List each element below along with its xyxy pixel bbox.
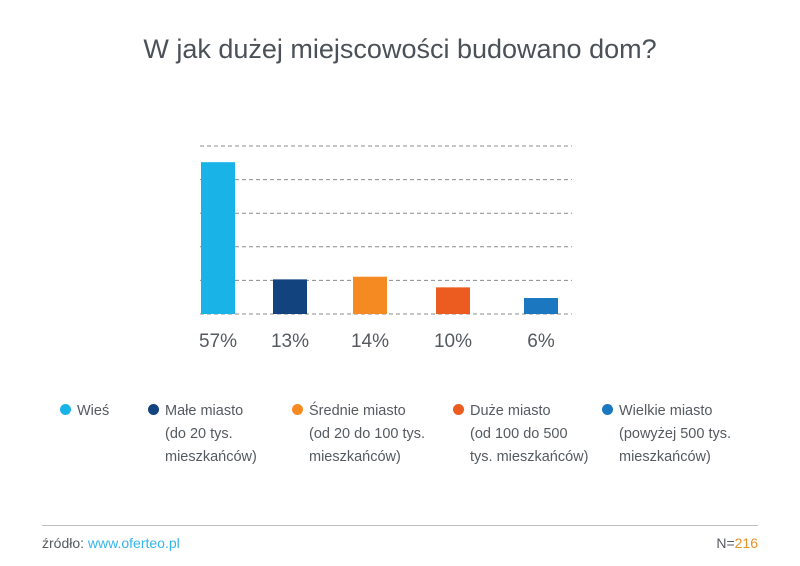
legend-label-line: (powyżej 500 tys. xyxy=(619,426,732,442)
legend-label: Wielkie miasto (powyżej 500 tys. mieszkańc… xyxy=(619,400,731,469)
legend-label-line: Małe miasto xyxy=(165,403,244,419)
bar xyxy=(201,162,235,314)
bar xyxy=(436,287,470,314)
sample-size: N=216 xyxy=(716,535,758,551)
legend-label-line: tys. mieszkańców) xyxy=(470,449,589,465)
data-label: 10% xyxy=(434,331,472,352)
legend-label-line: Wielkie miasto xyxy=(619,403,713,419)
legend-label-line: (od 100 do 500 xyxy=(470,426,568,442)
data-label: 14% xyxy=(351,331,389,352)
legend-label: Średnie miasto (od 20 do 100 tys. mieszkań… xyxy=(309,400,425,469)
data-label: 6% xyxy=(527,331,555,352)
source-note: źródło: www.oferteo.pl xyxy=(42,535,180,551)
footer-divider xyxy=(42,525,758,526)
legend-label: Duże miasto (od 100 do 500 tys. mieszkańcó… xyxy=(470,400,588,469)
legend-label-line: Średnie miasto xyxy=(309,403,406,419)
source-label: źródło: xyxy=(42,535,88,551)
legend-label: Wieś xyxy=(77,400,109,423)
legend-swatch xyxy=(602,404,613,415)
legend-label-line: Duże miasto xyxy=(470,403,551,419)
legend-swatch xyxy=(453,404,464,415)
legend-label-line: mieszkańców) xyxy=(619,449,711,465)
legend-label: Małe miasto (do 20 tys. mieszkańców) xyxy=(165,400,257,469)
data-label: 57% xyxy=(199,331,237,352)
sample-size-label: N= xyxy=(716,535,735,551)
legend-swatch xyxy=(60,404,71,415)
legend-label-line: mieszkańców) xyxy=(309,449,401,465)
source-link[interactable]: www.oferteo.pl xyxy=(87,535,180,551)
legend-swatch xyxy=(292,404,303,415)
legend-label-line: (do 20 tys. xyxy=(165,426,233,442)
data-label: 13% xyxy=(271,331,309,352)
legend-swatch xyxy=(148,404,159,415)
legend-label-line: (od 20 do 100 tys. xyxy=(309,426,426,442)
chart-title: W jak dużej miejscowości budowano dom? xyxy=(143,34,657,64)
bar xyxy=(524,298,558,314)
legend-label-line: mieszkańców) xyxy=(165,449,257,465)
bar xyxy=(353,276,387,314)
sample-size-value: 216 xyxy=(734,535,758,551)
bar xyxy=(273,279,307,314)
bar-chart: 57% 13% 14% 10% 6% xyxy=(199,145,572,352)
legend-label-line: Wieś xyxy=(77,403,110,419)
